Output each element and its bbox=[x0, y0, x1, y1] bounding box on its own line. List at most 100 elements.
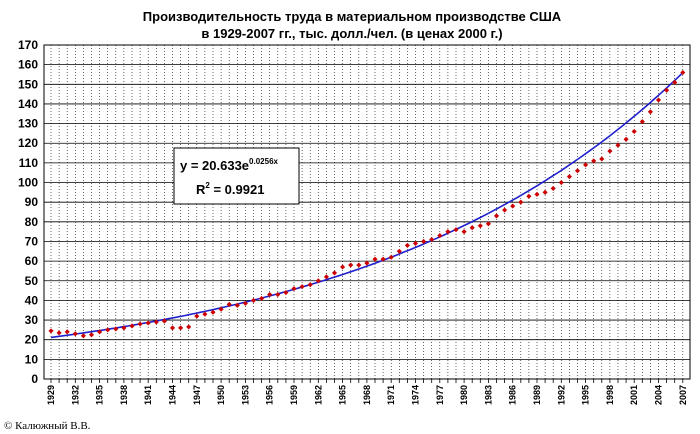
x-tick-label: 1938 bbox=[119, 385, 129, 405]
data-point bbox=[194, 313, 200, 319]
data-point bbox=[218, 306, 224, 312]
data-point bbox=[97, 329, 103, 335]
data-point bbox=[291, 286, 297, 292]
data-point bbox=[153, 319, 159, 325]
x-tick-label: 2007 bbox=[678, 385, 688, 405]
x-tick-label: 1989 bbox=[532, 385, 542, 405]
data-point bbox=[202, 311, 208, 317]
x-tick-label: 1986 bbox=[508, 385, 518, 405]
x-tick-label: 1947 bbox=[192, 385, 202, 405]
data-point bbox=[558, 179, 564, 186]
data-point bbox=[631, 128, 637, 134]
x-tick-label: 1953 bbox=[240, 385, 250, 405]
data-point bbox=[493, 213, 500, 219]
data-point bbox=[323, 274, 329, 280]
x-tick-label: 1977 bbox=[435, 385, 445, 405]
data-point bbox=[647, 109, 653, 115]
data-point bbox=[226, 301, 232, 307]
data-point bbox=[178, 325, 184, 331]
y-tick-label: 50 bbox=[25, 274, 39, 288]
data-point bbox=[485, 221, 491, 227]
x-tick-label: 1992 bbox=[556, 385, 566, 405]
data-point bbox=[64, 329, 70, 335]
x-tick-label: 1944 bbox=[168, 385, 178, 405]
data-point bbox=[502, 207, 508, 213]
y-tick-label: 10 bbox=[25, 352, 39, 366]
x-tick-label: 1959 bbox=[289, 385, 299, 405]
x-tick-label: 1965 bbox=[338, 385, 348, 405]
data-point bbox=[234, 302, 240, 308]
y-tick-label: 70 bbox=[25, 234, 39, 248]
data-point bbox=[56, 330, 62, 336]
data-point bbox=[664, 87, 670, 93]
data-point bbox=[186, 324, 192, 330]
data-point bbox=[550, 185, 556, 191]
data-point bbox=[88, 332, 95, 338]
data-point bbox=[331, 270, 338, 276]
x-tick-label: 1995 bbox=[581, 385, 591, 405]
equation-box-frame bbox=[173, 147, 300, 205]
data-point bbox=[348, 262, 354, 268]
data-point bbox=[210, 309, 216, 315]
x-tick-label: 2004 bbox=[654, 385, 664, 405]
data-point bbox=[469, 225, 475, 231]
y-tick-label: 80 bbox=[25, 215, 39, 229]
data-point bbox=[283, 290, 289, 296]
x-tick-label: 1971 bbox=[386, 385, 396, 405]
x-tick-label: 2001 bbox=[629, 385, 639, 405]
data-point bbox=[161, 318, 167, 324]
author-credit: © Калюжный В.В. bbox=[4, 420, 91, 432]
data-point bbox=[388, 254, 394, 260]
r-squared-prefix: R bbox=[196, 182, 206, 197]
data-point bbox=[445, 229, 451, 235]
data-point bbox=[80, 333, 86, 339]
data-point bbox=[518, 199, 524, 205]
data-point bbox=[623, 136, 629, 142]
y-tick-label: 90 bbox=[25, 195, 39, 209]
y-tick-label: 30 bbox=[25, 313, 39, 327]
y-tick-label: 160 bbox=[18, 58, 38, 72]
plot-area-border bbox=[43, 44, 691, 380]
chart-title-line-1: Производительность труда в материальном … bbox=[143, 9, 562, 24]
data-point bbox=[396, 248, 402, 254]
data-point bbox=[477, 223, 483, 229]
data-point bbox=[453, 227, 459, 233]
data-point bbox=[437, 233, 443, 239]
data-point bbox=[404, 242, 410, 248]
data-point bbox=[655, 97, 662, 103]
y-tick-label: 110 bbox=[19, 156, 39, 170]
r-squared-value: = 0.9921 bbox=[210, 182, 265, 197]
data-point bbox=[145, 320, 151, 326]
x-tick-label: 1929 bbox=[46, 385, 56, 405]
equation-text: y = 20.633e0.0256x bbox=[180, 157, 279, 173]
data-point bbox=[534, 191, 540, 197]
y-tick-label: 0 bbox=[31, 372, 38, 386]
y-tick-label: 140 bbox=[18, 97, 38, 111]
y-tick-label: 130 bbox=[18, 117, 38, 131]
data-point bbox=[48, 328, 54, 334]
data-point bbox=[510, 203, 516, 209]
x-tick-label: 1935 bbox=[95, 385, 105, 405]
y-tick-label: 60 bbox=[25, 254, 39, 268]
data-point bbox=[372, 256, 378, 262]
data-point bbox=[242, 300, 248, 306]
y-axis-ticks: 0 10 20 30 40 50 60 70 80 90 100 110 120 130 140 150 160… bbox=[18, 38, 38, 386]
y-tick-label: 170 bbox=[18, 38, 38, 52]
y-tick-label: 120 bbox=[18, 136, 38, 150]
data-point bbox=[364, 260, 370, 266]
data-point bbox=[421, 238, 427, 245]
data-point bbox=[129, 323, 135, 329]
x-tick-label: 1962 bbox=[313, 385, 323, 405]
y-tick-label: 20 bbox=[25, 333, 39, 347]
data-point bbox=[607, 148, 613, 154]
data-point bbox=[566, 174, 572, 180]
x-axis-ticks: 1929 1932 1935 1938 1941 1944 1947 1950 1953 1956… bbox=[46, 385, 688, 405]
equation-exponent: 0.0256x bbox=[249, 157, 278, 166]
data-point bbox=[169, 325, 176, 331]
data-point bbox=[542, 189, 548, 195]
data-point bbox=[599, 156, 605, 162]
data-point bbox=[526, 193, 532, 199]
data-point bbox=[137, 321, 143, 327]
data-point bbox=[307, 282, 313, 288]
